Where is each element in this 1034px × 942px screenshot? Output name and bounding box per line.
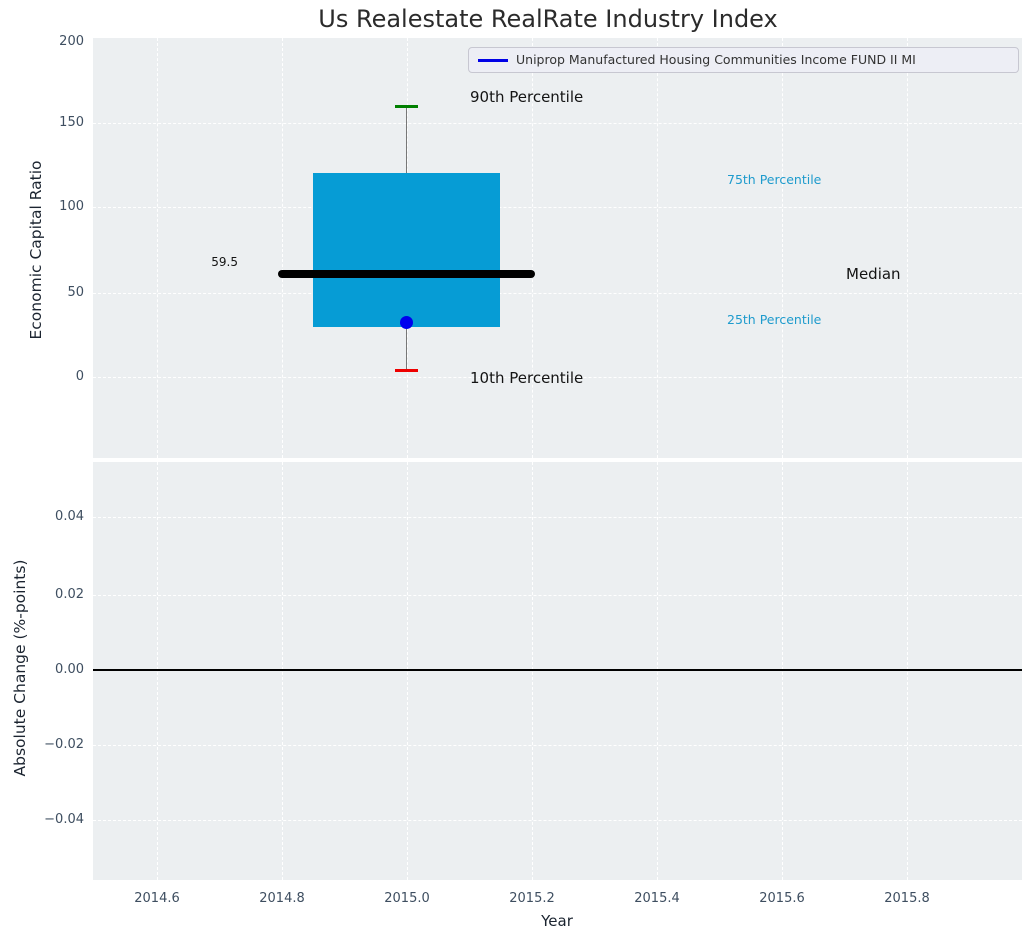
legend-label: Uniprop Manufactured Housing Communities… <box>516 52 916 67</box>
ytick--0.04: −0.04 <box>44 812 84 827</box>
ytick-200: 200 <box>59 34 84 49</box>
xtick-2015.4: 2015.4 <box>634 891 680 906</box>
annotation-90th-percentile: 90th Percentile <box>470 88 584 106</box>
xtick-2015.2: 2015.2 <box>509 891 555 906</box>
gridline-vertical <box>657 462 658 880</box>
zero-reference-line <box>93 669 1022 671</box>
ytick-0.02: 0.02 <box>55 587 84 602</box>
bottom-y-axis-label: Absolute Change (%-points) <box>11 559 29 777</box>
gridline-vertical <box>157 38 158 458</box>
p10-whisker-cap <box>395 369 418 372</box>
gridline-vertical <box>282 38 283 458</box>
gridline-vertical <box>157 462 158 880</box>
bottom-axes <box>93 462 1022 880</box>
gridline-horizontal <box>93 745 1022 746</box>
gridline-vertical <box>657 38 658 458</box>
xtick-2014.8: 2014.8 <box>259 891 305 906</box>
gridline-vertical <box>782 462 783 880</box>
gridline-vertical <box>532 462 533 880</box>
legend: Uniprop Manufactured Housing Communities… <box>468 47 1019 73</box>
chart-title: Us Realestate RealRate Industry Index <box>318 5 778 33</box>
gridline-vertical <box>907 38 908 458</box>
annotation-10th-percentile: 10th Percentile <box>470 369 584 387</box>
gridline-horizontal <box>93 293 1022 294</box>
top-y-axis-label: Economic Capital Ratio <box>27 160 45 340</box>
gridline-horizontal <box>93 820 1022 821</box>
ytick-50: 50 <box>67 285 84 300</box>
median-line <box>278 270 535 278</box>
ytick-0.04: 0.04 <box>55 509 84 524</box>
gridline-horizontal <box>93 377 1022 378</box>
annotation-75th-percentile: 75th Percentile <box>727 172 822 187</box>
ytick-100: 100 <box>59 199 84 214</box>
gridline-horizontal <box>93 595 1022 596</box>
gridline-vertical <box>407 462 408 880</box>
ytick-0: 0 <box>75 369 84 384</box>
xtick-2015.6: 2015.6 <box>759 891 805 906</box>
fund-data-point <box>400 316 413 329</box>
gridline-horizontal <box>93 207 1022 208</box>
ytick--0.02: −0.02 <box>44 737 84 752</box>
ytick-0.00: 0.00 <box>55 662 84 677</box>
gridline-vertical <box>532 38 533 458</box>
ytick-150: 150 <box>59 115 84 130</box>
iqr-box <box>313 173 500 327</box>
x-axis-label: Year <box>541 912 573 930</box>
gridline-horizontal <box>93 517 1022 518</box>
xtick-2015.8: 2015.8 <box>884 891 930 906</box>
xtick-2014.6: 2014.6 <box>134 891 180 906</box>
gridline-horizontal <box>93 123 1022 124</box>
p90-whisker-cap <box>395 105 418 108</box>
xtick-2015.0: 2015.0 <box>384 891 430 906</box>
annotation-25th-percentile: 25th Percentile <box>727 312 822 327</box>
annotation-median: Median <box>846 265 901 283</box>
top-axes: 90th Percentile 75th Percentile Median 5… <box>93 38 1022 458</box>
gridline-vertical <box>907 462 908 880</box>
gridline-vertical <box>782 38 783 458</box>
gridline-vertical <box>282 462 283 880</box>
median-value-label: 59.5 <box>211 255 238 269</box>
legend-line-icon <box>478 59 508 62</box>
